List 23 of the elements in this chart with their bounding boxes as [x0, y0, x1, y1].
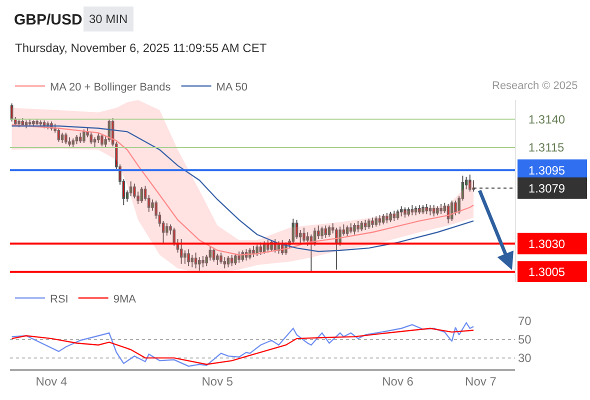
y-tick-label: 50 — [518, 332, 532, 347]
y-tick-label: 1.3140 — [528, 112, 566, 126]
legend-label: 9MA — [113, 293, 137, 306]
y-tick-label: 1.3030 — [528, 236, 566, 251]
y-tick-label: 1.3005 — [528, 265, 566, 280]
x-tick-label: Nov 5 — [202, 374, 234, 388]
y-tick-label: 1.3115 — [528, 140, 565, 155]
legend-label: RSI — [50, 293, 68, 306]
text: Research © 2025 — [492, 80, 578, 92]
legend-label: MA 20 + Bollinger Bands — [50, 81, 172, 94]
y-tick-label: 1.3095 — [528, 163, 566, 178]
y-tick-label: 1.3079 — [528, 181, 566, 196]
y-tick-label: 30 — [518, 351, 532, 366]
line-series — [11, 328, 474, 365]
x-tick-label: Nov 7 — [465, 374, 497, 388]
x-tick-label: Nov 4 — [36, 374, 68, 388]
legend-label: MA 50 — [216, 81, 248, 94]
chart-title: GBP/USD — [14, 11, 83, 28]
y-tick-label: 70 — [518, 314, 532, 328]
text: Thursday, November 6, 2025 11:09:55 AM CET — [15, 41, 268, 55]
x-tick-label: Nov 6 — [382, 374, 414, 388]
chart-subtitle: 30 MIN — [89, 12, 128, 26]
line-series — [11, 322, 474, 367]
